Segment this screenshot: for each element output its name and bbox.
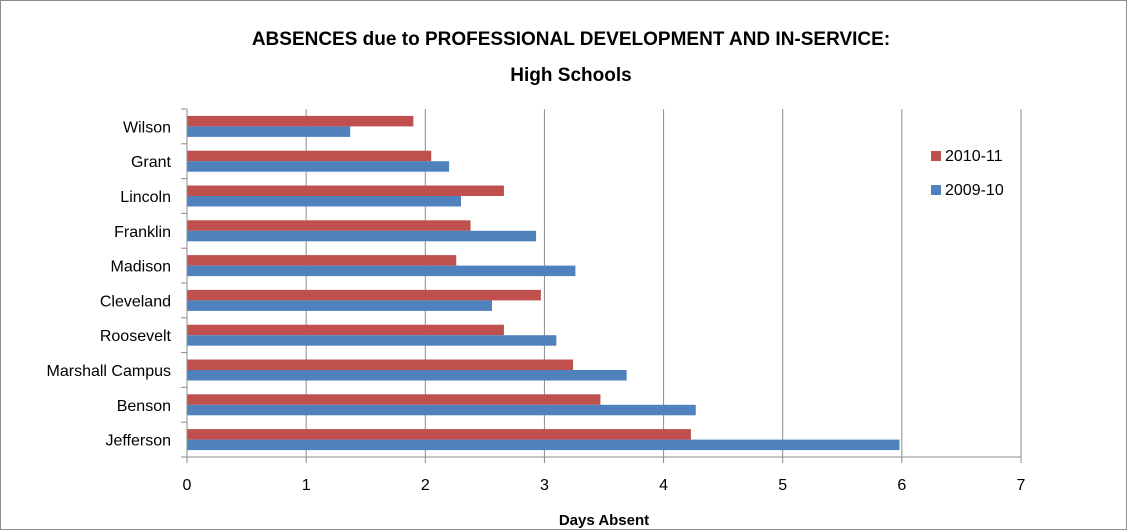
axes bbox=[181, 108, 1022, 463]
bar-2009-10-lincoln bbox=[187, 196, 462, 207]
bar-2009-10-cleveland bbox=[187, 300, 493, 311]
x-tick-label-2: 2 bbox=[421, 477, 430, 494]
legend-label-2009-10: 2009-10 bbox=[945, 182, 1004, 199]
legend-label-2010-11: 2010-11 bbox=[945, 148, 1003, 165]
bar-2010-11-cleveland bbox=[187, 289, 541, 301]
x-tick-label-5: 5 bbox=[778, 477, 787, 494]
x-tick-label-3: 3 bbox=[540, 477, 549, 494]
bar-2009-10-benson bbox=[187, 404, 696, 416]
bar-2009-10-grant bbox=[187, 161, 450, 172]
category-label-marshall-campus: Marshall Campus bbox=[47, 363, 171, 380]
category-label-franklin: Franklin bbox=[114, 224, 171, 241]
x-tick-label-0: 0 bbox=[183, 477, 192, 494]
bar-2009-10-franklin bbox=[187, 230, 537, 242]
category-label-madison: Madison bbox=[111, 259, 171, 276]
bar-2010-11-grant bbox=[187, 150, 432, 162]
legend-swatch-2009-10 bbox=[931, 185, 941, 195]
x-tick-label-6: 6 bbox=[897, 477, 906, 494]
x-axis-title: Days Absent bbox=[559, 512, 649, 529]
x-tick-label-1: 1 bbox=[302, 477, 311, 494]
chart-title-line2: High Schools bbox=[510, 65, 631, 86]
category-label-cleveland: Cleveland bbox=[100, 293, 171, 310]
x-tick-labels: 0 1 2 3 4 5 6 7 bbox=[183, 477, 1026, 494]
bar-2010-11-marshall-campus bbox=[187, 359, 574, 370]
bar-2010-11-jefferson bbox=[187, 429, 691, 440]
category-label-jefferson: Jefferson bbox=[105, 433, 171, 450]
bar-2009-10-roosevelt bbox=[187, 335, 557, 346]
category-label-wilson: Wilson bbox=[123, 119, 171, 136]
chart-title-line1: ABSENCES due to PROFESSIONAL DEVELOPMENT… bbox=[252, 29, 890, 50]
legend: 2010-11 2009-10 bbox=[931, 148, 1004, 199]
bar-2010-11-roosevelt bbox=[187, 324, 504, 336]
bar-2009-10-marshall-campus bbox=[187, 370, 627, 381]
bar-2009-10-wilson bbox=[187, 126, 351, 137]
legend-swatch-2010-11 bbox=[931, 151, 941, 161]
bar-2010-11-wilson bbox=[187, 115, 414, 127]
category-label-benson: Benson bbox=[117, 398, 171, 415]
bar-2010-11-madison bbox=[187, 255, 457, 266]
bar-2009-10-jefferson bbox=[187, 439, 900, 451]
category-label-grant: Grant bbox=[131, 154, 172, 171]
bars bbox=[187, 115, 900, 451]
bar-2010-11-benson bbox=[187, 394, 601, 405]
category-labels: Wilson Grant Lincoln Franklin Madison Clevela… bbox=[47, 119, 172, 449]
bar-2010-11-franklin bbox=[187, 220, 471, 231]
x-tick-label-4: 4 bbox=[659, 477, 668, 494]
x-tick-label-7: 7 bbox=[1017, 477, 1026, 494]
bar-2009-10-madison bbox=[187, 265, 576, 277]
bar-2010-11-lincoln bbox=[187, 185, 504, 196]
category-label-lincoln: Lincoln bbox=[120, 189, 171, 206]
category-label-roosevelt: Roosevelt bbox=[100, 328, 172, 345]
